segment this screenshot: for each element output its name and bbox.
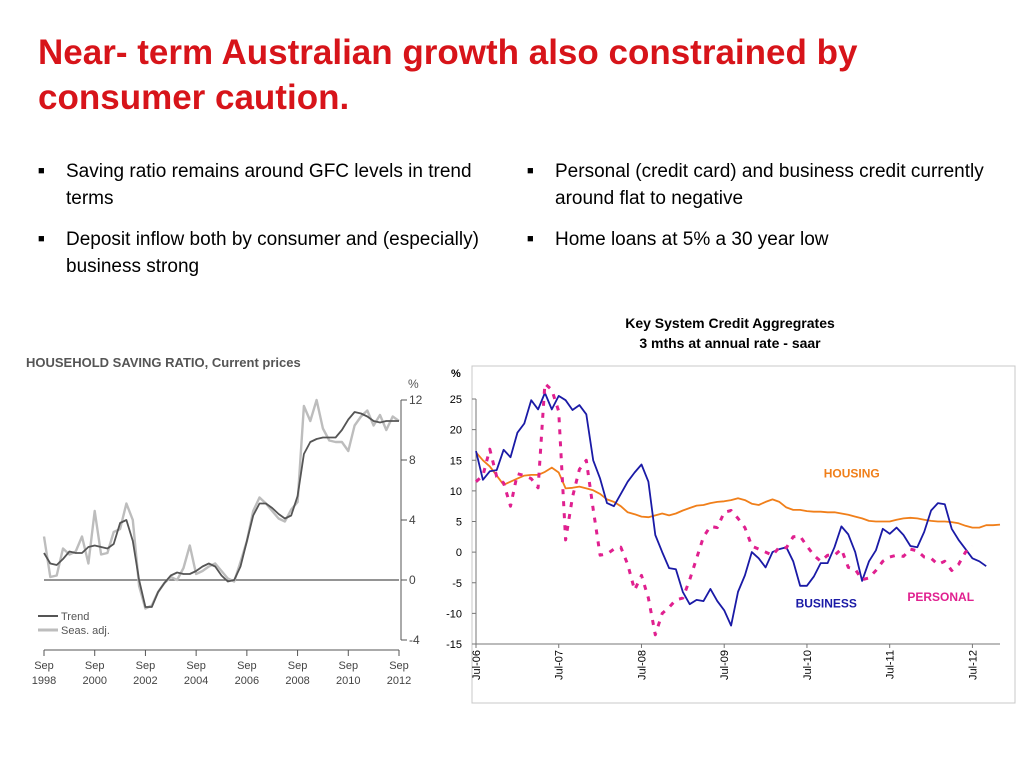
- y-tick-label: 12: [409, 393, 423, 407]
- y-tick-label: 10: [450, 486, 462, 498]
- bullet-item: ■ Saving ratio remains around GFC levels …: [38, 158, 488, 212]
- bullet-text: Deposit inflow both by consumer and (esp…: [66, 229, 479, 277]
- trend-series-line: [43, 411, 399, 608]
- square-bullet-icon: ■: [527, 233, 534, 245]
- bullet-item: ■ Personal (credit card) and business cre…: [527, 158, 997, 212]
- y-tick-label: 5: [456, 517, 462, 529]
- y-tick-label: 15: [450, 455, 462, 467]
- y-tick-label: -15: [446, 639, 462, 651]
- x-tick-label: Jul-12: [967, 650, 979, 680]
- y-tick-label: 4: [409, 513, 416, 527]
- y-tick-label: 8: [409, 453, 416, 467]
- slide-title: Near- term Australian growth also constr…: [38, 33, 858, 117]
- housing-series-label: HOUSING: [824, 466, 880, 480]
- left-bullet-list: ■ Saving ratio remains around GFC levels …: [38, 158, 488, 294]
- x-tick-label: Sep: [136, 660, 156, 672]
- y-tick-label: 20: [450, 425, 462, 437]
- y-tick-label: 0: [456, 547, 462, 559]
- seas-adj-series-line: [42, 398, 400, 610]
- x-tick-label: 2010: [336, 675, 360, 687]
- x-tick-label: Sep: [85, 660, 105, 672]
- x-tick-label: 2008: [285, 675, 309, 687]
- x-tick-label: 2012: [387, 675, 411, 687]
- saving-chart-title: HOUSEHOLD SAVING RATIO, Current prices: [26, 355, 301, 370]
- bullet-item: ■ Home loans at 5% a 30 year low: [527, 226, 997, 253]
- x-tick-label: Jul-11: [885, 650, 897, 679]
- square-bullet-icon: ■: [38, 165, 45, 177]
- bullet-text: Home loans at 5% a 30 year low: [555, 229, 829, 250]
- credit-chart-title: Key System Credit Aggregrates: [625, 315, 835, 331]
- x-tick-label: Jul-09: [719, 650, 731, 680]
- x-tick-label: 2002: [133, 675, 157, 687]
- business-series-line: [475, 392, 987, 627]
- credit-chart-subtitle: 3 mths at annual rate - saar: [639, 335, 821, 351]
- legend-trend-label: Trend: [61, 611, 89, 623]
- bullet-text: Personal (credit card) and business cred…: [555, 161, 984, 209]
- x-tick-label: 2006: [235, 675, 259, 687]
- personal-series-line: [475, 382, 974, 637]
- bullet-text: Saving ratio remains around GFC levels i…: [66, 161, 472, 209]
- x-tick-label: 2004: [184, 675, 208, 687]
- y-tick-label: -4: [409, 633, 420, 647]
- square-bullet-icon: ■: [527, 165, 534, 177]
- x-tick-label: Sep: [186, 660, 206, 672]
- y-tick-label: -10: [446, 608, 462, 620]
- x-tick-label: Sep: [34, 660, 54, 672]
- credit-chart-ylabel: %: [451, 368, 461, 380]
- y-tick-label: -5: [452, 578, 462, 590]
- saving-chart-ylabel: %: [408, 377, 419, 391]
- saving-ratio-chart: HOUSEHOLD SAVING RATIO, Current prices %…: [26, 355, 423, 687]
- housing-series-line: [475, 451, 1001, 529]
- x-tick-label: Sep: [237, 660, 257, 672]
- x-tick-label: Sep: [338, 660, 358, 672]
- y-tick-label: 0: [409, 573, 416, 587]
- x-tick-label: Sep: [389, 660, 409, 672]
- x-tick-label: Jul-07: [554, 650, 566, 680]
- right-bullet-list: ■ Personal (credit card) and business cre…: [527, 158, 997, 267]
- x-tick-label: Jul-08: [636, 650, 648, 680]
- square-bullet-icon: ■: [38, 233, 45, 245]
- personal-series-label: PERSONAL: [907, 590, 974, 604]
- bullet-item: ■ Deposit inflow both by consumer and (es…: [38, 226, 488, 280]
- credit-aggregates-chart: Key System Credit Aggregrates 3 mths at …: [446, 315, 1016, 704]
- business-series-label: BUSINESS: [796, 596, 857, 610]
- x-tick-label: Sep: [288, 660, 308, 672]
- saving-legend: Trend Seas. adj.: [38, 611, 110, 637]
- x-tick-label: Jul-06: [471, 650, 483, 680]
- x-tick-label: 2000: [82, 675, 106, 687]
- y-tick-label: 25: [450, 394, 462, 406]
- x-tick-label: 1998: [32, 675, 56, 687]
- x-tick-label: Jul-10: [802, 650, 814, 680]
- credit-plot-frame: [471, 365, 1016, 704]
- legend-seasadj-label: Seas. adj.: [61, 625, 110, 637]
